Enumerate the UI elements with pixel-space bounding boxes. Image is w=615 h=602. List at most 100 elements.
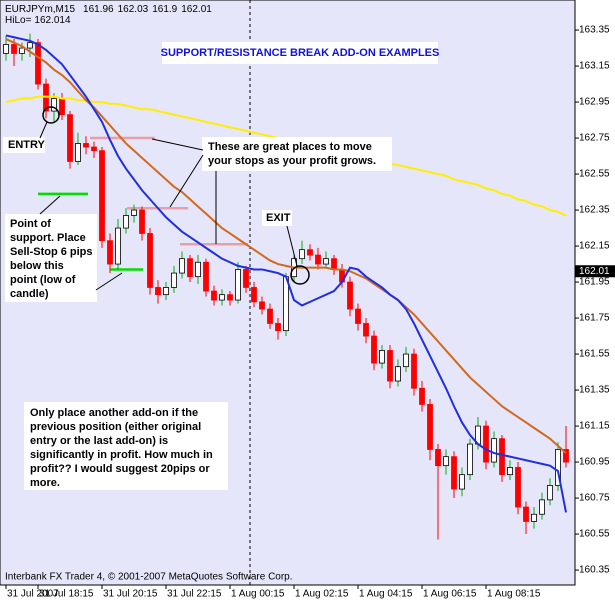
- y-tick-label: 162.75: [579, 133, 610, 144]
- candle-body: [243, 269, 249, 288]
- candle-body: [235, 269, 241, 301]
- exit-label: EXIT: [266, 212, 291, 224]
- addon-note: previous position (either original: [30, 421, 201, 433]
- candle-body: [187, 258, 193, 278]
- candle-body: [395, 366, 401, 382]
- candle-body: [491, 438, 497, 463]
- addon-note: entry or the last add-on) is: [30, 435, 168, 447]
- hilo-label: HiLo=: [5, 15, 32, 26]
- arrow: [169, 154, 204, 208]
- arrow: [39, 195, 61, 215]
- candle-body: [523, 506, 529, 522]
- y-tick-label: 161.15: [579, 421, 610, 432]
- arrow: [286, 225, 298, 267]
- hilo: HiLo= 162.014: [5, 15, 71, 26]
- candle-body: [19, 47, 25, 54]
- title-box: [162, 42, 438, 64]
- candle-body: [427, 404, 433, 450]
- x-tick-label: 1 Aug 02:15: [295, 589, 349, 600]
- candle-body: [539, 499, 545, 515]
- candle-body: [3, 44, 9, 54]
- candle-body: [203, 261, 209, 292]
- candle-body: [99, 150, 105, 242]
- stops-box: [202, 137, 392, 171]
- candle-body: [195, 261, 201, 278]
- candle-body: [139, 209, 145, 234]
- x-tick-label: 1 Aug 04:15: [359, 589, 413, 600]
- candle-body: [35, 42, 41, 85]
- candle-body: [363, 323, 369, 337]
- x-tick-label: 1 Aug 08:15: [487, 589, 541, 600]
- y-tick-label: 163.35: [579, 25, 610, 36]
- candle-body: [227, 294, 233, 301]
- y-tick-label: 160.35: [579, 565, 610, 576]
- support-note: Sell-Stop 6 pips: [10, 246, 93, 258]
- candle-body: [275, 323, 281, 332]
- candle-body: [563, 449, 569, 463]
- chart-title: SUPPORT/RESISTANCE BREAK ADD-ON EXAMPLES: [161, 47, 440, 59]
- arrow: [39, 121, 48, 139]
- candle-body: [107, 240, 113, 265]
- header-open: 161.96: [83, 4, 114, 15]
- x-tick-label: 1 Aug 06:15: [423, 589, 477, 600]
- candle-body: [331, 258, 337, 270]
- y-tick-label: 162.95: [579, 97, 610, 108]
- annotations: EURJPYm,M15 161.96 162.03 161.9 162.01 HiLo=…: [3, 4, 439, 583]
- y-tick-label: 161.75: [579, 313, 610, 324]
- addon-note: Only place another add-on if the: [30, 407, 198, 419]
- entry-box: [3, 137, 45, 153]
- symbol: EURJPYm,M15: [5, 4, 75, 15]
- footer: Interbank FX Trader 4, © 2001-2007 MetaQ…: [5, 572, 293, 583]
- support-note: below this: [10, 260, 64, 272]
- candle-body: [555, 449, 561, 486]
- candle-body: [387, 350, 393, 382]
- addon-note: significantly in profit. How much in: [30, 449, 213, 461]
- arrow: [95, 272, 123, 291]
- y-tick-label: 161.95: [579, 277, 610, 288]
- support-note: support. Place: [10, 232, 86, 244]
- candle-body: [219, 294, 225, 301]
- x-tick-label: 1 Aug 00:15: [231, 589, 285, 600]
- candle-body: [67, 114, 73, 162]
- x-tick-label: 31 Jul 20:15: [103, 589, 158, 600]
- candle-body: [123, 215, 129, 229]
- candle-body: [347, 281, 353, 310]
- candle-body: [267, 308, 273, 324]
- indicator-line: [5, 38, 567, 454]
- y-tick-label: 160.95: [579, 457, 610, 468]
- x-tick-label: 31 Jul 22:15: [167, 589, 222, 600]
- entry-label: ENTRY: [8, 139, 46, 151]
- candle-body: [91, 146, 97, 152]
- support-note: point (low of: [10, 274, 76, 286]
- candle-body: [307, 249, 313, 256]
- candle-body: [315, 254, 321, 265]
- candle-body: [259, 301, 265, 310]
- y-tick-label: 162.15: [579, 241, 610, 252]
- candle-body: [251, 287, 257, 303]
- candle-body: [11, 44, 17, 54]
- candle-body: [75, 143, 81, 162]
- candle-body: [131, 209, 137, 216]
- candle-body: [547, 485, 553, 501]
- candle-body: [379, 350, 385, 364]
- y-tick-label: 162.55: [579, 169, 610, 180]
- y-tick-label: 162.35: [579, 205, 610, 216]
- candle-body: [83, 143, 89, 148]
- addon-box: [24, 402, 228, 490]
- candle-body: [163, 287, 169, 296]
- stops-note: These are great places to move: [208, 141, 372, 153]
- support-box: [5, 214, 97, 302]
- x-tick-label: 31 Jul 2007: [7, 589, 59, 600]
- header-close: 162.01: [181, 4, 212, 15]
- arrow: [151, 138, 204, 151]
- candle-body: [155, 287, 161, 296]
- candle-body: [403, 353, 409, 368]
- marks: [3, 33, 569, 540]
- header-low: 161.9: [152, 4, 177, 15]
- candle-body: [451, 456, 457, 490]
- entry-circle: [42, 106, 60, 124]
- candle-body: [179, 258, 185, 274]
- candle-body: [59, 98, 65, 116]
- x-tick-label: 31 Jul 18:15: [39, 589, 94, 600]
- support-note: candle): [10, 288, 49, 300]
